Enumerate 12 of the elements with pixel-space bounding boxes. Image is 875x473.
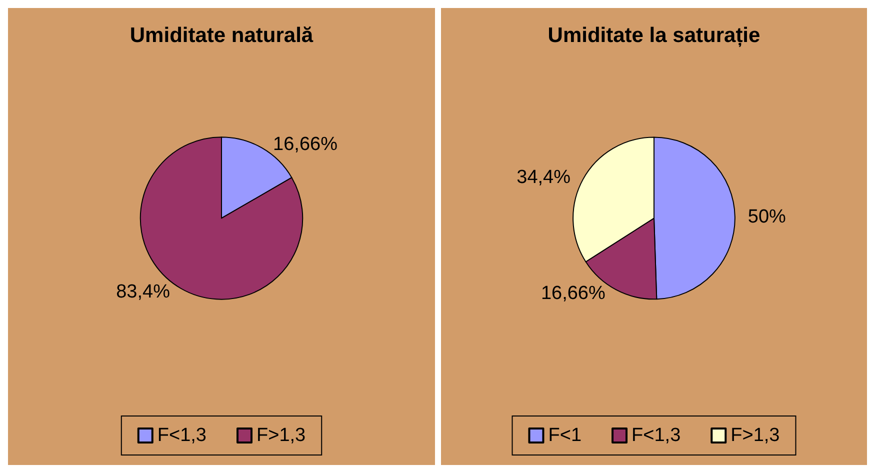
chart-title: Umiditate naturală [130,24,314,47]
legend-label: F<1,3 [157,425,207,446]
legend-label: F>1,3 [256,425,306,446]
data-label: 16,66% [273,134,338,155]
legend-label: F>1,3 [730,425,780,446]
data-label: 83,4% [116,281,170,302]
legend-label: F<1,3 [632,425,681,446]
data-label: 34,4% [516,166,571,188]
data-label: 16,66% [540,282,606,304]
legend-label: F<1 [548,425,582,446]
data-label: 50% [748,206,786,228]
chart-title: Umiditate la saturație [548,24,760,47]
